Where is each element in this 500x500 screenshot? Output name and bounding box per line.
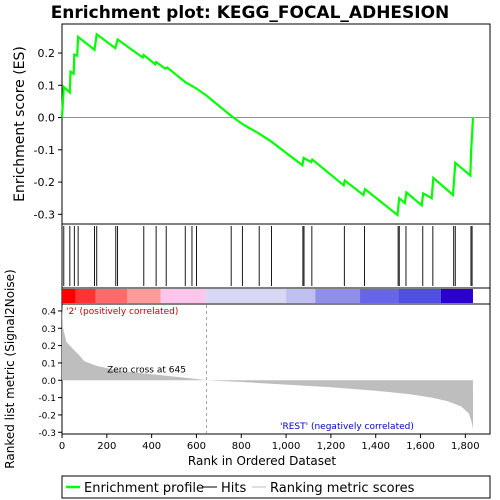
- x-tick-label: 400: [142, 441, 161, 452]
- x-tick-label: 0: [59, 441, 65, 452]
- enrichment-profile-line: [60, 32, 475, 218]
- x-tick-label: 800: [232, 441, 251, 452]
- metric-y-tick-label: 0.2: [42, 342, 56, 352]
- metric-y-axis-label: Ranked list metric (Signal2Noise): [3, 269, 17, 468]
- es-y-tick-label: 0.1: [38, 79, 56, 92]
- heatbar-segment: [360, 289, 399, 303]
- heatbar-segments: [62, 289, 473, 303]
- es-y-tick-label: -0.1: [34, 144, 55, 157]
- hits-panel: [61, 223, 491, 289]
- x-tick-label: 1,800: [451, 441, 480, 452]
- es-y-tick-label: -0.2: [34, 176, 55, 189]
- metric-y-tick-label: 0.1: [42, 359, 56, 369]
- x-axis-label: Rank in Ordered Dataset: [188, 454, 336, 468]
- metric-y-tick-label: -0.1: [38, 394, 56, 404]
- heatbar-segment: [62, 289, 76, 303]
- es-y-tick-label: 0.2: [38, 47, 56, 60]
- x-tick-label: 1,200: [317, 441, 346, 452]
- heatbar-segment: [75, 289, 96, 303]
- legend: Enrichment profile Hits Ranking metric s…: [61, 475, 491, 499]
- metric-panel: 0.4 0.3 0.2 0.1 0.0 -0.1 -0.2 -0.3 Zero cross a…: [3, 269, 491, 469]
- zero-cross-label: Zero cross at 645: [107, 365, 186, 375]
- metric-y-tick-label: -0.2: [38, 411, 56, 421]
- metric-y-tick-label: -0.3: [38, 429, 56, 439]
- heatbar-segment: [95, 289, 127, 303]
- x-tick-label: 1,600: [406, 441, 435, 452]
- x-tick-label: 1,000: [272, 441, 301, 452]
- metric-y-tick-label: 0.4: [42, 307, 57, 317]
- heatbar-segment: [440, 289, 473, 303]
- es-y-tick-label: 0.0: [38, 112, 56, 125]
- metric-y-tick-label: 0.0: [42, 377, 57, 387]
- chart-title: Enrichment plot: KEGG_FOCAL_ADHESION: [51, 3, 450, 23]
- metric-y-axis: 0.4 0.3 0.2 0.1 0.0 -0.1 -0.2 -0.3: [38, 307, 62, 439]
- es-panel: 0.2 0.1 0.0 -0.1 -0.2 -0.3 Enrichment score (…: [12, 23, 491, 225]
- legend-hits-label: Hits: [221, 481, 246, 496]
- hits-frame: [61, 223, 491, 289]
- heatbar-segment: [315, 289, 361, 303]
- positive-correlation-label: '2' (positively correlated): [66, 307, 178, 317]
- legend-frame: [61, 475, 491, 499]
- legend-metric-label: Ranking metric scores: [270, 481, 415, 496]
- es-y-tick-label: -0.3: [34, 208, 55, 221]
- legend-profile-label: Enrichment profile: [84, 481, 204, 496]
- negative-correlation-label: 'REST' (negatively correlated): [280, 422, 414, 432]
- x-tick-label: 600: [187, 441, 206, 452]
- heatbar-segment: [126, 289, 161, 303]
- x-tick-label: 1,400: [361, 441, 390, 452]
- heatbar-segment: [286, 289, 316, 303]
- heatbar-segment: [398, 289, 441, 303]
- heatbar-segment: [205, 289, 287, 303]
- metric-y-tick-label: 0.3: [42, 325, 56, 335]
- heatbar-segment: [160, 289, 206, 303]
- x-tick-label: 200: [97, 441, 116, 452]
- es-y-axis: 0.2 0.1 0.0 -0.1 -0.2 -0.3: [34, 47, 62, 221]
- es-y-axis-label: Enrichment score (ES): [12, 46, 28, 202]
- x-axis: 0 200 400 600 800 1,000 1,200 1,400 1,600 1,800: [59, 434, 480, 452]
- ranking-heatbar: [61, 287, 491, 305]
- hit-lines: [63, 226, 473, 286]
- es-plot-frame: [61, 23, 491, 225]
